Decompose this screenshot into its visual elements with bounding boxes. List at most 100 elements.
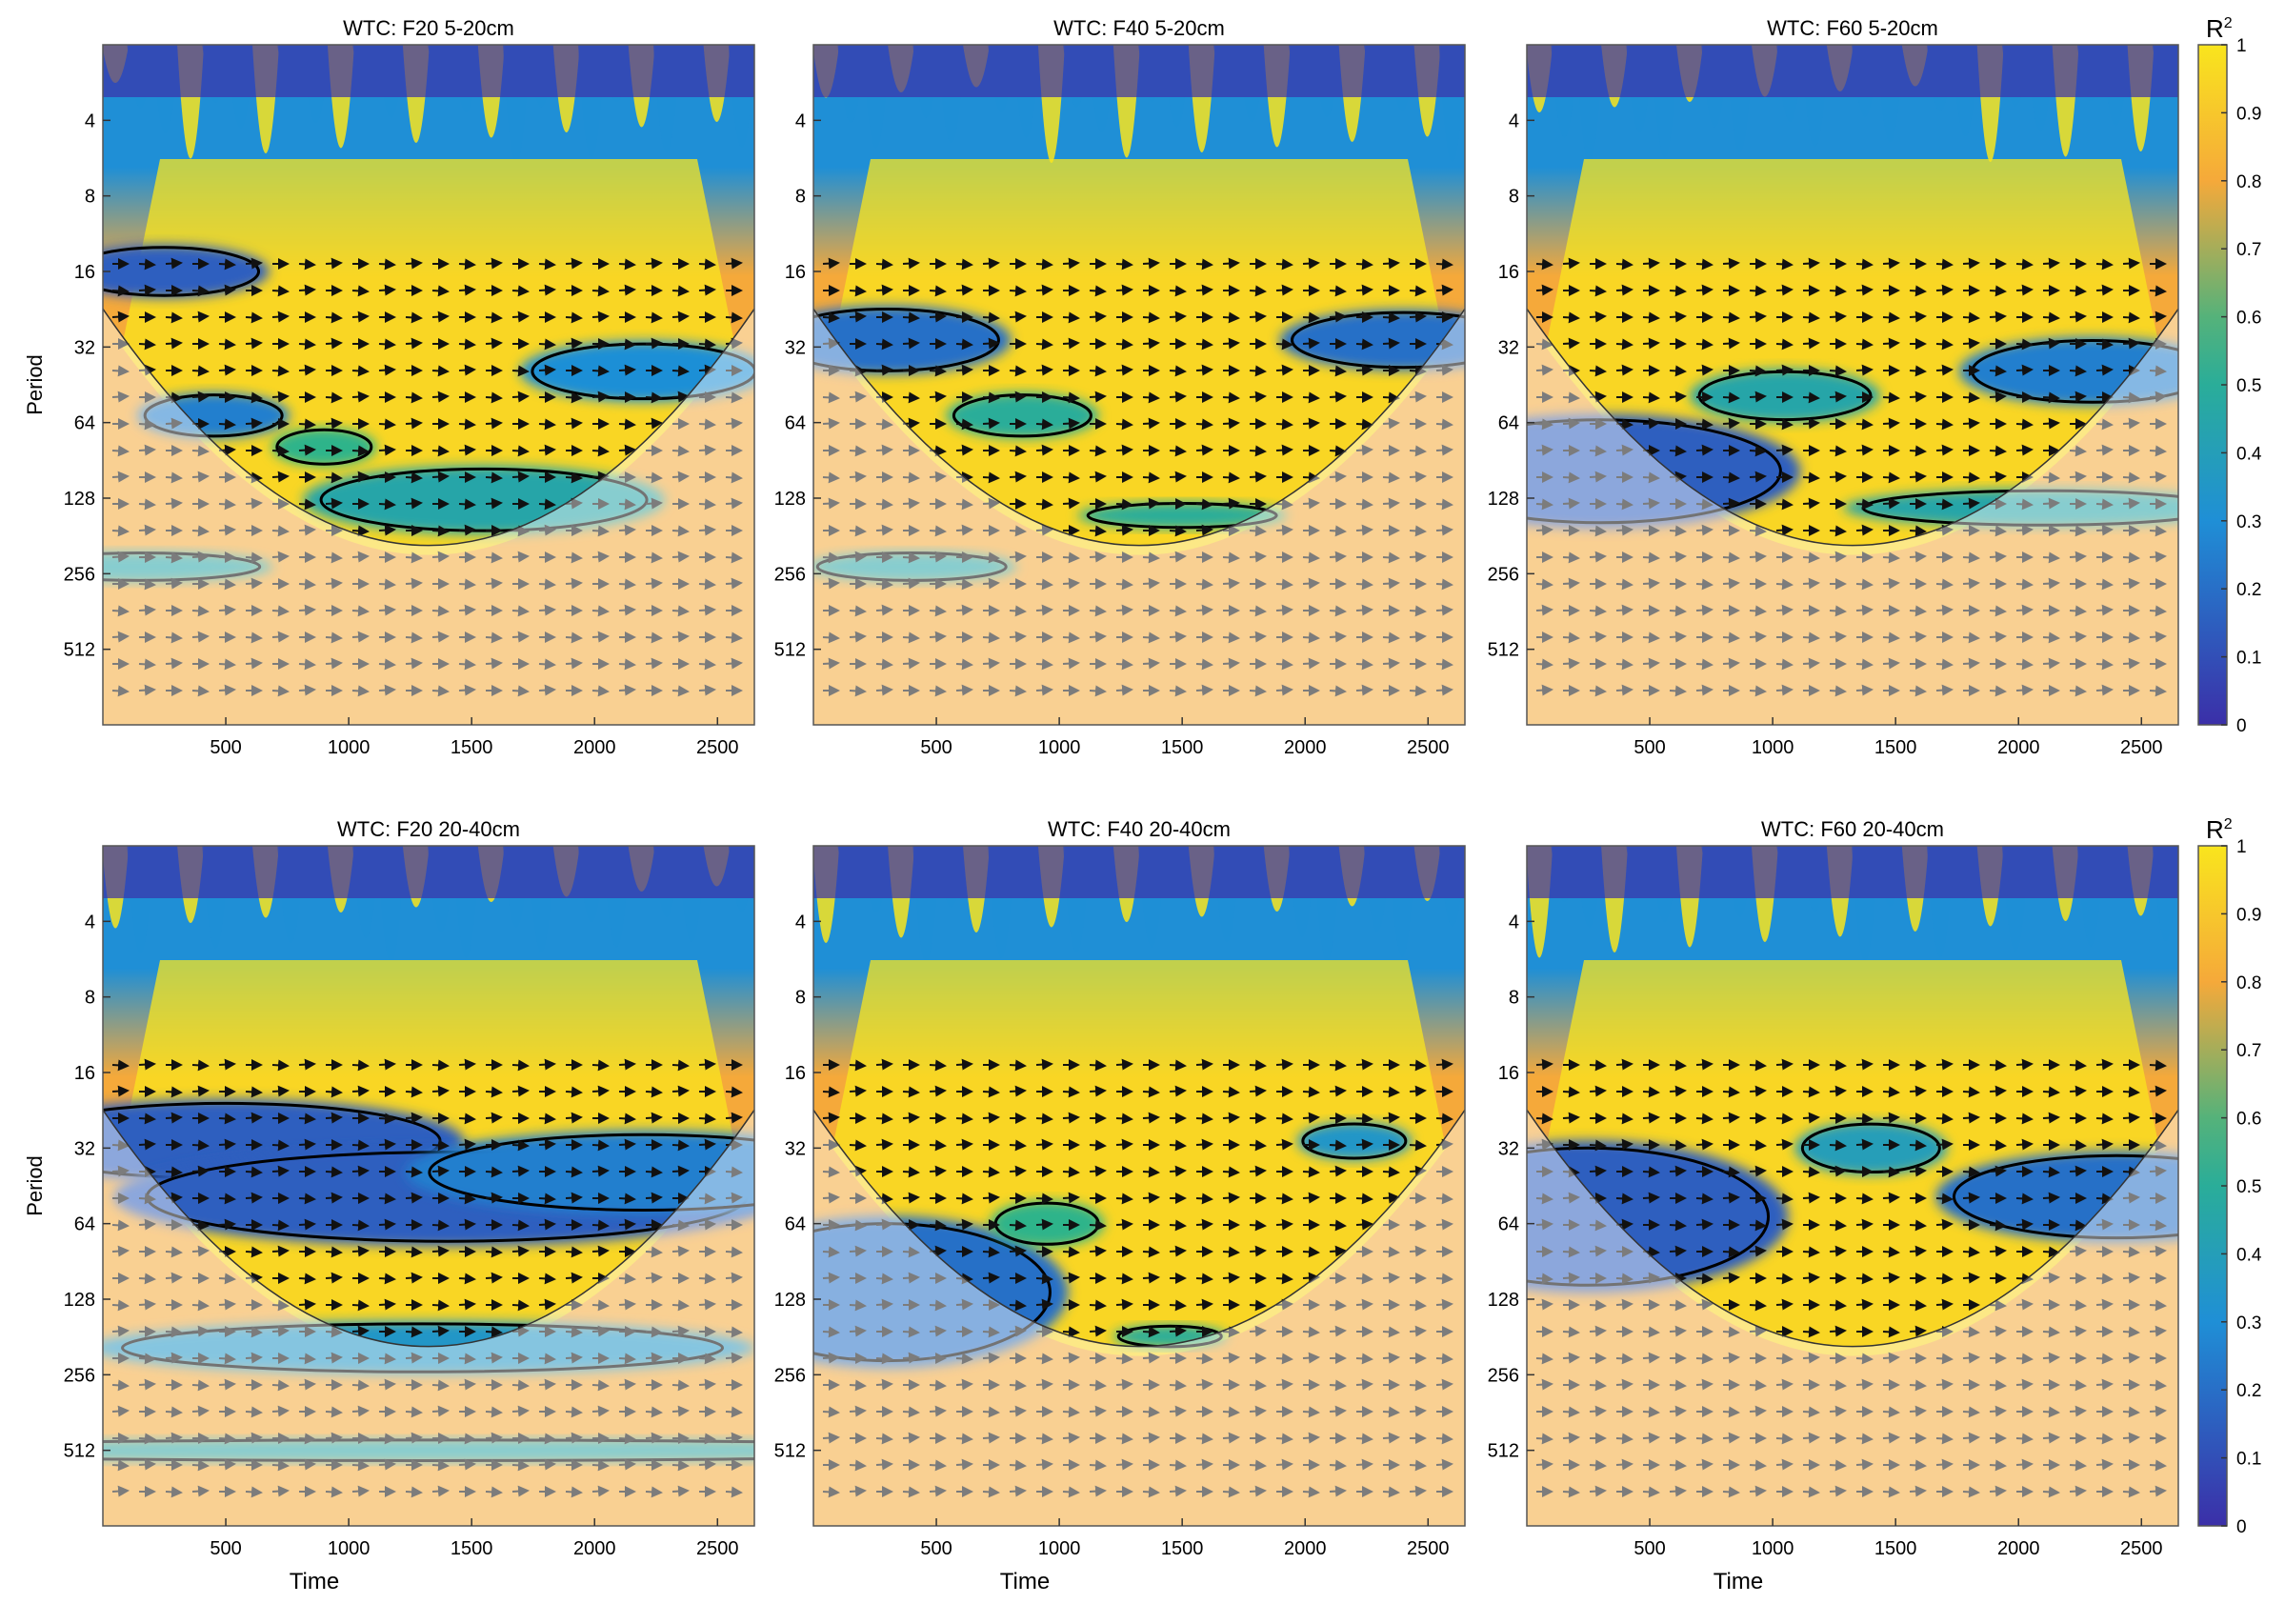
phase-arrow xyxy=(298,364,316,376)
phase-arrow xyxy=(378,658,396,671)
phase-arrow xyxy=(298,338,316,351)
phase-arrow xyxy=(565,337,583,350)
phase-arrow xyxy=(1382,1112,1400,1124)
coherence-blob xyxy=(1958,336,2178,406)
phase-arrow xyxy=(1722,311,1740,324)
phase-arrow xyxy=(1935,1273,1954,1285)
phase-arrow xyxy=(2095,684,2114,696)
phase-arrow xyxy=(1035,578,1053,591)
phase-arrow xyxy=(1535,258,1553,271)
phase-arrow xyxy=(725,632,743,644)
phase-arrow xyxy=(591,1059,610,1072)
phase-arrow xyxy=(1642,1086,1660,1098)
phase-arrow xyxy=(1169,471,1187,483)
phase-arrow xyxy=(1275,338,1293,351)
phase-arrow xyxy=(1535,1113,1553,1125)
phase-arrow xyxy=(1909,1165,1927,1177)
phase-arrow xyxy=(1275,658,1293,671)
phase-arrow xyxy=(1909,605,1927,617)
phase-arrow xyxy=(1722,1086,1740,1098)
phase-arrow xyxy=(1615,1058,1634,1071)
phase-arrow xyxy=(1142,311,1160,324)
phase-arrow xyxy=(1142,257,1160,270)
phase-arrow xyxy=(1089,311,1107,323)
phase-arrow xyxy=(698,604,716,616)
phase-arrow xyxy=(1695,284,1714,296)
phase-arrow xyxy=(1562,471,1580,484)
phase-arrow xyxy=(1195,364,1213,376)
phase-arrow xyxy=(1329,685,1347,697)
phase-arrow xyxy=(245,337,263,350)
phase-arrow xyxy=(271,1085,290,1097)
phase-arrow xyxy=(875,524,893,536)
phase-arrow xyxy=(1302,417,1320,430)
panel-title: WTC: F60 20-40cm xyxy=(1761,817,1944,841)
phase-arrow xyxy=(1222,1272,1240,1284)
phase-arrow xyxy=(1615,684,1634,696)
phase-arrow xyxy=(165,577,183,590)
phase-arrow xyxy=(1435,338,1453,351)
phase-arrows xyxy=(111,257,743,697)
phase-arrow xyxy=(1669,631,1687,643)
phase-arrow xyxy=(2042,497,2060,510)
phase-arrow xyxy=(1535,364,1553,376)
phase-arrow xyxy=(1829,1299,1847,1312)
phase-arrow xyxy=(1642,257,1660,270)
phase-arrow xyxy=(849,471,867,483)
phase-arrow xyxy=(1035,1113,1053,1125)
phase-arrow xyxy=(1222,257,1240,270)
phase-arrow xyxy=(458,658,476,671)
phase-arrow xyxy=(218,258,236,271)
phase-arrow xyxy=(138,364,156,376)
cone-of-influence xyxy=(103,45,754,725)
phase-arrow xyxy=(1142,391,1160,404)
phase-arrow xyxy=(929,311,947,323)
phase-arrow xyxy=(1355,1058,1373,1071)
phase-arrow xyxy=(955,684,973,696)
phase-arrow xyxy=(1089,605,1107,617)
phase-arrow xyxy=(618,1218,636,1231)
phase-arrow xyxy=(1275,1193,1293,1205)
phase-arrow xyxy=(1035,418,1053,431)
phase-arrow xyxy=(1589,311,1607,323)
phase-arrow xyxy=(955,338,973,351)
phase-arrow xyxy=(165,257,183,270)
phase-arrow xyxy=(2069,631,2087,643)
phase-arrow xyxy=(1435,1113,1453,1125)
phase-arrow xyxy=(2149,311,2167,323)
phase-arrow xyxy=(1615,1193,1634,1205)
phase-arrow xyxy=(2095,338,2114,351)
phase-arrow xyxy=(1589,471,1607,483)
phase-arrow xyxy=(1829,1245,1847,1257)
phase-arrow xyxy=(698,1113,716,1125)
phase-arrow xyxy=(111,391,130,403)
phase-arrow xyxy=(1695,578,1714,591)
phase-arrow xyxy=(1409,471,1427,483)
phase-arrow xyxy=(1989,685,2007,697)
phase-arrow xyxy=(565,1272,583,1284)
coherence-blob xyxy=(946,392,1099,439)
x-tick-label: 1500 xyxy=(451,1538,493,1559)
phase-arrow xyxy=(1009,605,1027,617)
phase-arrow xyxy=(1935,1138,1954,1151)
phase-arrow xyxy=(982,337,1000,350)
phase-arrow xyxy=(1302,551,1320,564)
phase-arrow xyxy=(1802,1112,1820,1124)
phase-arrow xyxy=(1195,578,1213,591)
phase-arrow xyxy=(1115,1298,1133,1311)
phase-arrow xyxy=(271,605,290,617)
phase-arrow xyxy=(1829,605,1847,617)
phase-arrow xyxy=(1962,471,1980,484)
y-tick-label: 16 xyxy=(785,1063,806,1084)
phase-arrow xyxy=(1695,418,1714,431)
phase-arrow xyxy=(1329,1245,1347,1257)
phase-arrow xyxy=(1222,551,1240,564)
phase-arrow xyxy=(1749,1245,1767,1257)
y-tick-label: 128 xyxy=(64,1290,95,1311)
phase-arrow xyxy=(1589,1059,1607,1072)
phase-arrow xyxy=(378,1298,396,1311)
phase-arrow xyxy=(875,338,893,351)
phase-arrow xyxy=(1249,1165,1267,1177)
phase-arrow xyxy=(2069,1139,2087,1152)
phase-arrow xyxy=(1962,1246,1980,1258)
